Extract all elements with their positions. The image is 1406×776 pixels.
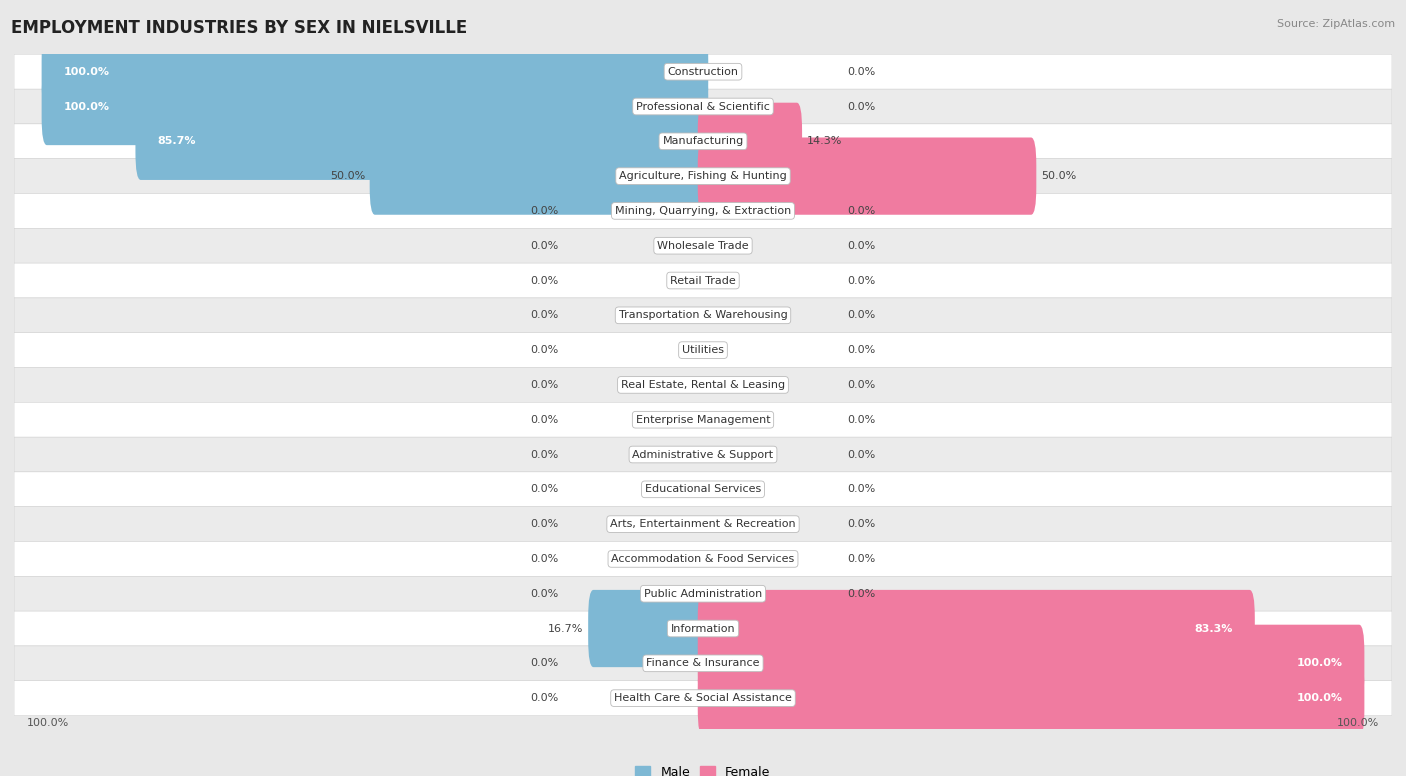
Text: Retail Trade: Retail Trade [671,275,735,286]
FancyBboxPatch shape [42,68,709,145]
Text: Real Estate, Rental & Leasing: Real Estate, Rental & Leasing [621,380,785,390]
Text: 16.7%: 16.7% [548,624,583,633]
Text: Accommodation & Food Services: Accommodation & Food Services [612,554,794,564]
Text: 0.0%: 0.0% [530,241,558,251]
FancyBboxPatch shape [14,54,1392,89]
FancyBboxPatch shape [14,298,1392,333]
FancyBboxPatch shape [14,193,1392,228]
FancyBboxPatch shape [135,102,709,180]
Text: 0.0%: 0.0% [530,275,558,286]
Text: Finance & Insurance: Finance & Insurance [647,658,759,668]
FancyBboxPatch shape [14,124,1392,159]
FancyBboxPatch shape [14,368,1392,402]
FancyBboxPatch shape [14,228,1392,263]
FancyBboxPatch shape [14,263,1392,298]
Text: Manufacturing: Manufacturing [662,137,744,147]
Text: 0.0%: 0.0% [848,206,876,216]
Text: 0.0%: 0.0% [848,414,876,424]
Text: 83.3%: 83.3% [1195,624,1233,633]
Text: 0.0%: 0.0% [530,693,558,703]
Text: Transportation & Warehousing: Transportation & Warehousing [619,310,787,320]
Text: 0.0%: 0.0% [530,414,558,424]
Text: 100.0%: 100.0% [1337,718,1379,728]
Text: 0.0%: 0.0% [848,449,876,459]
Text: 0.0%: 0.0% [848,519,876,529]
Text: 100.0%: 100.0% [63,102,110,112]
Text: 0.0%: 0.0% [530,310,558,320]
Text: 100.0%: 100.0% [63,67,110,77]
FancyBboxPatch shape [370,137,709,215]
Text: 100.0%: 100.0% [1296,693,1343,703]
Text: 0.0%: 0.0% [530,206,558,216]
Text: 0.0%: 0.0% [530,589,558,599]
Text: 0.0%: 0.0% [530,554,558,564]
FancyBboxPatch shape [14,402,1392,437]
FancyBboxPatch shape [697,137,1036,215]
Text: Information: Information [671,624,735,633]
Text: Educational Services: Educational Services [645,484,761,494]
FancyBboxPatch shape [14,681,1392,715]
Text: 14.3%: 14.3% [807,137,842,147]
Text: Public Administration: Public Administration [644,589,762,599]
FancyBboxPatch shape [14,437,1392,472]
Text: 0.0%: 0.0% [530,484,558,494]
Text: 100.0%: 100.0% [1296,658,1343,668]
FancyBboxPatch shape [14,646,1392,681]
Text: Wholesale Trade: Wholesale Trade [657,241,749,251]
Text: Utilities: Utilities [682,345,724,355]
Text: Construction: Construction [668,67,738,77]
FancyBboxPatch shape [14,89,1392,124]
Text: 0.0%: 0.0% [530,519,558,529]
Text: 0.0%: 0.0% [848,589,876,599]
Legend: Male, Female: Male, Female [630,761,776,776]
Text: 50.0%: 50.0% [1040,171,1076,181]
Text: 0.0%: 0.0% [848,345,876,355]
Text: 50.0%: 50.0% [330,171,366,181]
Text: 0.0%: 0.0% [530,449,558,459]
FancyBboxPatch shape [14,611,1392,646]
FancyBboxPatch shape [42,33,709,110]
FancyBboxPatch shape [697,590,1254,667]
Text: 0.0%: 0.0% [848,67,876,77]
Text: 0.0%: 0.0% [848,554,876,564]
Text: Source: ZipAtlas.com: Source: ZipAtlas.com [1277,19,1395,29]
FancyBboxPatch shape [697,660,1364,736]
Text: 0.0%: 0.0% [848,275,876,286]
Text: Professional & Scientific: Professional & Scientific [636,102,770,112]
FancyBboxPatch shape [697,625,1364,702]
Text: Agriculture, Fishing & Hunting: Agriculture, Fishing & Hunting [619,171,787,181]
Text: 0.0%: 0.0% [530,345,558,355]
FancyBboxPatch shape [14,472,1392,507]
FancyBboxPatch shape [14,507,1392,542]
Text: 0.0%: 0.0% [848,484,876,494]
FancyBboxPatch shape [14,333,1392,368]
Text: Administrative & Support: Administrative & Support [633,449,773,459]
Text: Health Care & Social Assistance: Health Care & Social Assistance [614,693,792,703]
Text: 0.0%: 0.0% [530,658,558,668]
Text: 100.0%: 100.0% [27,718,69,728]
Text: 0.0%: 0.0% [848,241,876,251]
Text: EMPLOYMENT INDUSTRIES BY SEX IN NIELSVILLE: EMPLOYMENT INDUSTRIES BY SEX IN NIELSVIL… [11,19,468,37]
FancyBboxPatch shape [14,577,1392,611]
Text: 0.0%: 0.0% [848,102,876,112]
Text: Enterprise Management: Enterprise Management [636,414,770,424]
Text: Mining, Quarrying, & Extraction: Mining, Quarrying, & Extraction [614,206,792,216]
Text: Arts, Entertainment & Recreation: Arts, Entertainment & Recreation [610,519,796,529]
FancyBboxPatch shape [14,159,1392,193]
FancyBboxPatch shape [588,590,709,667]
Text: 0.0%: 0.0% [530,380,558,390]
Text: 0.0%: 0.0% [848,380,876,390]
FancyBboxPatch shape [697,102,801,180]
Text: 0.0%: 0.0% [848,310,876,320]
Text: 85.7%: 85.7% [157,137,195,147]
FancyBboxPatch shape [14,542,1392,577]
